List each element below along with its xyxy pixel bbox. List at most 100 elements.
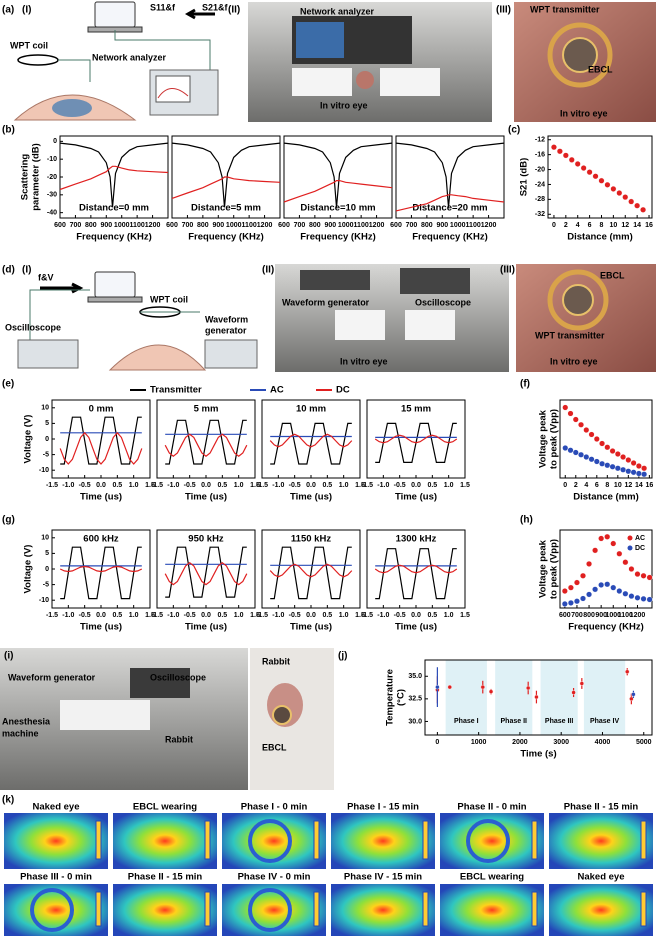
point bbox=[646, 596, 653, 603]
scale-bar bbox=[531, 891, 538, 927]
x-tick-label: 900 bbox=[324, 222, 336, 229]
x-tick-label: 1.5 bbox=[250, 612, 260, 619]
label: In vitro eye bbox=[560, 108, 608, 118]
x-tick-label: -1.0 bbox=[377, 482, 389, 489]
x-tick-label: -1.0 bbox=[272, 612, 284, 619]
x-tick-label: 1.0 bbox=[234, 482, 244, 489]
point bbox=[622, 590, 629, 597]
scale-bar bbox=[422, 820, 429, 860]
legend-label: Transmitter bbox=[150, 385, 202, 396]
annotation: Distance=10 mm bbox=[300, 203, 375, 214]
point bbox=[641, 465, 648, 472]
label: EBCL bbox=[262, 742, 287, 752]
thermal-image bbox=[4, 884, 108, 936]
photo-instrument bbox=[400, 268, 470, 294]
y-tick-label: 0 bbox=[45, 436, 49, 443]
panel-label: (b) bbox=[2, 125, 15, 136]
x-tick-label: -0.5 bbox=[394, 612, 406, 619]
point bbox=[634, 571, 641, 578]
plot-frame bbox=[283, 135, 393, 219]
x-tick-label: 1200 bbox=[145, 222, 161, 229]
x-tick-label: -0.5 bbox=[289, 612, 301, 619]
point bbox=[579, 681, 585, 686]
point bbox=[573, 579, 580, 586]
x-tick-label: 0.0 bbox=[306, 482, 316, 489]
point bbox=[641, 471, 648, 478]
panel-label: (f) bbox=[520, 379, 530, 390]
point bbox=[556, 148, 563, 155]
x-tick-label: 0 bbox=[435, 739, 439, 746]
caption: Phase IV - 15 min bbox=[344, 872, 422, 883]
x-tick-label: 1.5 bbox=[250, 482, 260, 489]
point bbox=[609, 463, 616, 470]
x-tick-label: 1200 bbox=[630, 612, 646, 619]
x-axis-title: Time (us) bbox=[290, 622, 332, 633]
part-label: (III) bbox=[500, 265, 515, 276]
point bbox=[580, 165, 587, 172]
caption: Phase II - 15 min bbox=[564, 802, 639, 813]
x-tick-label: -0.5 bbox=[289, 482, 301, 489]
label: S11&f bbox=[150, 2, 176, 12]
y-tick-label: -30 bbox=[47, 192, 57, 199]
point bbox=[567, 410, 574, 417]
series-line bbox=[395, 142, 505, 208]
point bbox=[567, 599, 574, 606]
x-axis-title: Frequency (KHz) bbox=[300, 232, 375, 243]
x-tick-label: -1.5 bbox=[256, 612, 268, 619]
point bbox=[586, 560, 593, 567]
legend-label: DC bbox=[635, 545, 645, 552]
label: EBCL bbox=[600, 270, 625, 280]
legend-marker bbox=[627, 545, 633, 551]
x-tick-label: 0.0 bbox=[96, 482, 106, 489]
point bbox=[610, 540, 617, 547]
series-line bbox=[165, 546, 247, 598]
point bbox=[598, 581, 605, 588]
plot-frame bbox=[559, 399, 653, 479]
y-tick-label: -32 bbox=[535, 211, 545, 218]
photo-coil bbox=[547, 269, 609, 331]
x-tick-label: 2000 bbox=[512, 739, 528, 746]
point bbox=[598, 177, 605, 184]
x-tick-label: 0.0 bbox=[96, 612, 106, 619]
point bbox=[640, 595, 647, 602]
series-line bbox=[395, 194, 505, 212]
x-tick-label: 1.0 bbox=[129, 482, 139, 489]
coil bbox=[17, 54, 59, 66]
panel-label: (i) bbox=[4, 651, 13, 662]
x-tick-label: 0 bbox=[552, 222, 556, 229]
x-tick-label: 10 bbox=[609, 222, 617, 229]
plot-frame bbox=[547, 135, 653, 219]
scale-bar bbox=[640, 820, 647, 860]
plot-frame bbox=[424, 659, 653, 736]
x-tick-label: 0.0 bbox=[411, 482, 421, 489]
x-tick-label: -1.5 bbox=[361, 482, 373, 489]
y-tick-label: -28 bbox=[535, 196, 545, 203]
label: Oscilloscope bbox=[150, 672, 206, 682]
point bbox=[561, 588, 568, 595]
coil-ring bbox=[30, 888, 74, 932]
x-tick-label: 1100 bbox=[618, 612, 633, 619]
coil-ring bbox=[248, 888, 292, 932]
label: In vitro eye bbox=[550, 356, 598, 366]
point bbox=[628, 593, 635, 600]
series-line bbox=[59, 165, 169, 191]
label: Network analyzer bbox=[92, 52, 167, 62]
caption: Phase III - 0 min bbox=[20, 872, 92, 883]
point bbox=[614, 465, 621, 472]
x-tick-label: 3000 bbox=[553, 739, 569, 746]
legend-label: DC bbox=[336, 385, 350, 396]
caption: Phase II - 0 min bbox=[457, 802, 526, 813]
thermal-image bbox=[113, 884, 217, 936]
x-tick-label: 0.5 bbox=[427, 482, 437, 489]
y-axis-title: Voltage peak bbox=[538, 539, 549, 598]
x-tick-label: 1.5 bbox=[460, 612, 470, 619]
part-label: (II) bbox=[262, 265, 274, 276]
x-tick-label: 900 bbox=[100, 222, 112, 229]
generator bbox=[204, 339, 258, 369]
iris bbox=[52, 99, 92, 117]
x-axis-title: Time (us) bbox=[395, 492, 437, 503]
x-tick-label: -0.5 bbox=[394, 482, 406, 489]
trace bbox=[157, 88, 189, 99]
x-tick-label: 1100 bbox=[354, 222, 369, 229]
x-tick-label: 1000 bbox=[114, 222, 130, 229]
